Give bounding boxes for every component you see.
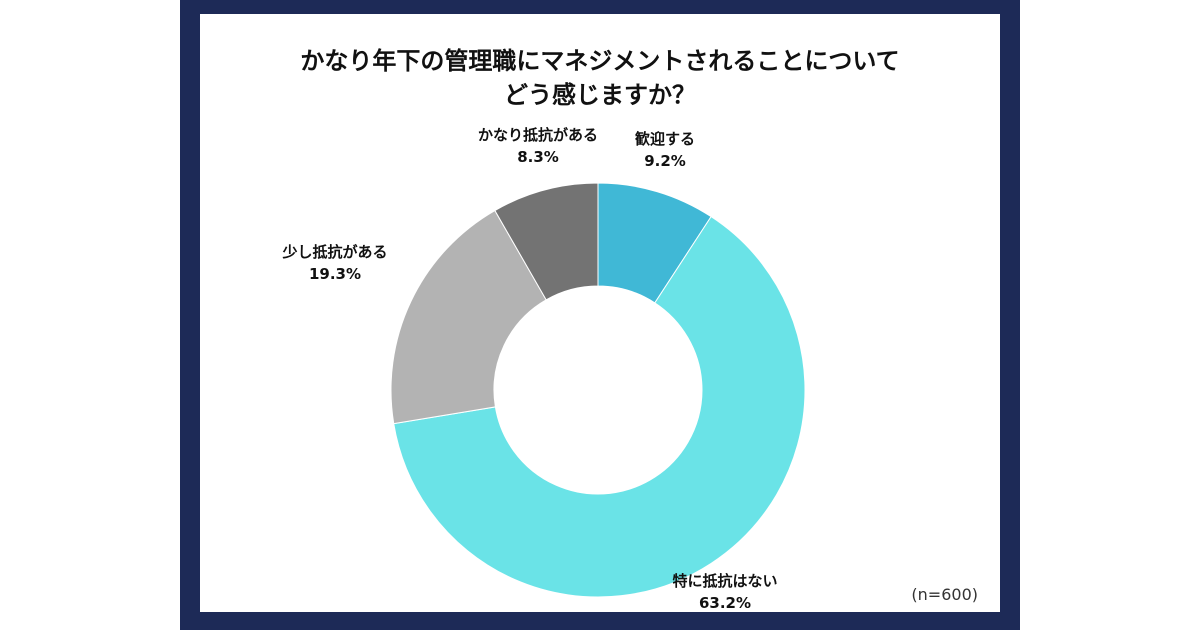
sample-size-note: (n=600) <box>911 585 978 604</box>
slice-label-4: かなり抵抗がある <box>478 126 598 144</box>
slice-labels: 歓迎する 9.2% 特に抵抗はない 63.2% 少し抵抗がある 19.3% かなり抵抗がある… <box>281 126 777 612</box>
chart-card: かなり年下の管理職にマネジメントされることについて どう感じますか？ 歓迎する 9… <box>200 14 1000 612</box>
donut-chart: 歓迎する 9.2% 特に抵抗はない 63.2% 少し抵抗がある 19.3% かなり抵抗がある… <box>281 126 806 612</box>
chart-title: かなり年下の管理職にマネジメントされることについて どう感じますか？ <box>200 44 1000 112</box>
slice-label-2: 特に抵抗はない <box>672 572 777 590</box>
slice-value-4: 8.3% <box>517 148 559 166</box>
slice-value-2: 63.2% <box>699 594 751 612</box>
donut-slice-4 <box>494 182 599 301</box>
donut-slice-2 <box>393 215 806 598</box>
slice-label-3: 少し抵抗がある <box>281 243 387 261</box>
donut-slice-3 <box>390 209 547 425</box>
chart-title-line-1: かなり年下の管理職にマネジメントされることについて <box>300 47 900 75</box>
chart-title-line-2: どう感じますか？ <box>504 81 696 109</box>
slice-label-1: 歓迎する <box>635 130 695 148</box>
slice-value-3: 19.3% <box>309 265 361 283</box>
slice-value-1: 9.2% <box>644 152 686 170</box>
donut-slices <box>390 182 806 598</box>
